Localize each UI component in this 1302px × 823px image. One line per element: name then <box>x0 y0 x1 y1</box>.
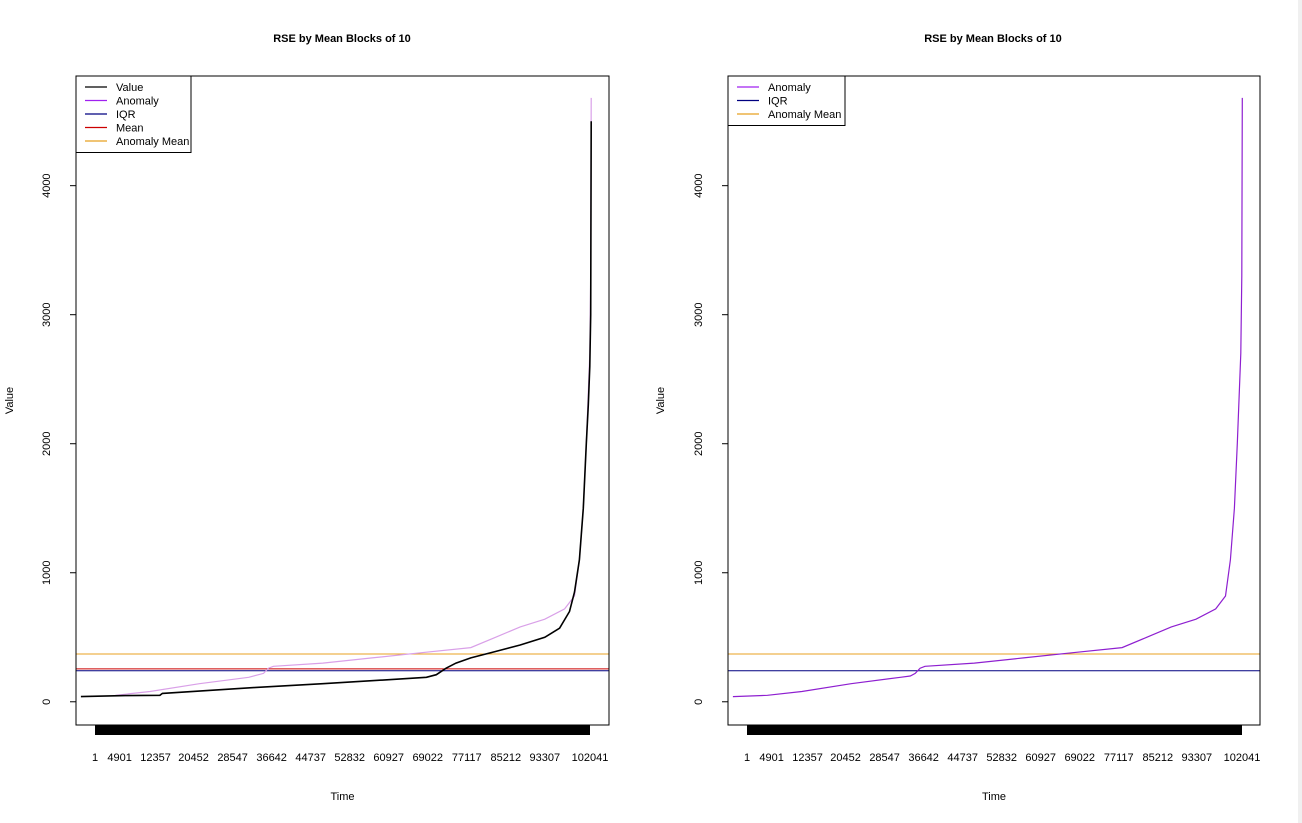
legend-label: Anomaly Mean <box>768 109 841 121</box>
plot-frame <box>75 75 610 726</box>
legend-label: Anomaly Mean <box>116 136 189 148</box>
series-line-anomaly <box>732 97 1243 698</box>
plot-area <box>76 97 609 698</box>
y-axis-label: Value <box>4 387 16 414</box>
x-tick-label: 60927 <box>373 752 404 764</box>
y-tick-label: 0 <box>693 699 705 705</box>
x-tick-label: 102041 <box>1224 752 1261 764</box>
series-line-anomaly <box>115 97 592 696</box>
x-tick-label: 93307 <box>1182 752 1213 764</box>
chart-panel-1: RSE by Mean Blocks of 10 Time Value 0 1000 20… <box>4 33 610 803</box>
x-tick-label: 4901 <box>759 752 783 764</box>
x-tick-label: 85212 <box>490 752 521 764</box>
legend-label: IQR <box>768 96 788 108</box>
y-tick-label: 4000 <box>693 173 705 197</box>
y-axis-label: Value <box>655 387 667 414</box>
x-tick-label: 44737 <box>295 752 326 764</box>
y-tick-label: 4000 <box>41 173 53 197</box>
legend-label: IQR <box>116 109 136 121</box>
x-tick-label: 77117 <box>1104 752 1134 764</box>
x-axis-tick-band <box>747 725 1242 735</box>
y-tick-label: 1000 <box>693 561 705 585</box>
x-tick-label: 52832 <box>334 752 365 764</box>
x-tick-label: 28547 <box>869 752 900 764</box>
chart-title: RSE by Mean Blocks of 10 <box>924 33 1062 45</box>
x-tick-label: 20452 <box>178 752 209 764</box>
x-tick-label: 12357 <box>792 752 823 764</box>
y-tick-label: 1000 <box>41 561 53 585</box>
x-tick-label: 36642 <box>908 752 939 764</box>
legend-label: Mean <box>116 123 144 135</box>
legend-label: Value <box>116 82 143 94</box>
x-tick-label: 77117 <box>452 752 482 764</box>
x-tick-label: 4901 <box>107 752 131 764</box>
legend-label: Anomaly <box>116 96 159 108</box>
x-tick-label: 93307 <box>530 752 561 764</box>
x-tick-label: 44737 <box>947 752 978 764</box>
y-tick-label: 3000 <box>41 302 53 326</box>
x-tick-label: 20452 <box>830 752 861 764</box>
x-tick-label: 12357 <box>140 752 171 764</box>
x-tick-label: 52832 <box>986 752 1017 764</box>
x-tick-label: 1 <box>744 752 750 764</box>
x-tick-label: 28547 <box>217 752 248 764</box>
plot-frame <box>727 75 1261 726</box>
y-tick-label: 0 <box>41 699 53 705</box>
x-axis-label: Time <box>982 791 1006 803</box>
x-tick-label: 60927 <box>1025 752 1056 764</box>
y-tick-label: 3000 <box>693 302 705 326</box>
chart-title: RSE by Mean Blocks of 10 <box>273 33 411 45</box>
x-tick-label: 36642 <box>256 752 287 764</box>
series-line-value <box>80 121 593 698</box>
x-tick-label: 1 <box>92 752 98 764</box>
x-tick-label: 102041 <box>572 752 609 764</box>
x-tick-label: 85212 <box>1142 752 1173 764</box>
plot-area <box>728 97 1260 698</box>
x-tick-label: 69022 <box>1064 752 1095 764</box>
legend-label: Anomaly <box>768 82 811 94</box>
y-tick-label: 2000 <box>693 431 705 455</box>
x-axis-tick-band <box>95 725 590 735</box>
y-tick-label: 2000 <box>41 431 53 455</box>
x-axis-label: Time <box>330 791 354 803</box>
chart-panel-2: RSE by Mean Blocks of 10 Time Value 0 1000 20… <box>655 33 1261 803</box>
window-edge <box>1298 0 1302 823</box>
x-tick-label: 69022 <box>412 752 443 764</box>
